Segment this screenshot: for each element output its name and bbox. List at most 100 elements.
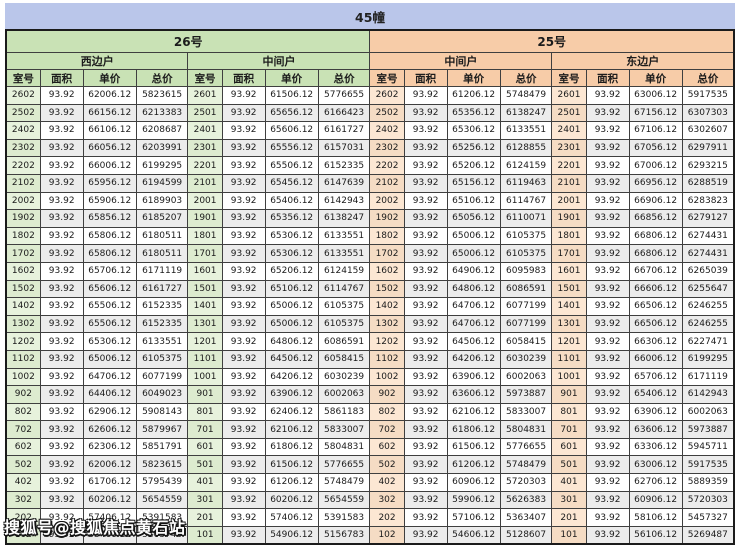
unit-price-cell: 62606.12 <box>82 420 137 439</box>
area-cell: 93.92 <box>403 209 448 228</box>
area-cell: 93.92 <box>221 244 266 263</box>
room-cell: 2101 <box>551 173 587 193</box>
unit-price-cell: 64806.12 <box>446 279 501 299</box>
total-price-cell: 5804831 <box>317 437 371 457</box>
table-row: 802 93.92 62906.12 5908143 801 93.92 62406.12 5… <box>5 402 735 422</box>
room-cell: 1702 <box>369 244 405 263</box>
room-cell: 1402 <box>369 297 405 316</box>
room-cell: 202 <box>369 508 405 527</box>
area-cell: 93.92 <box>39 402 84 422</box>
table-row: 902 93.92 64406.12 6049023 901 93.92 63906.12 6… <box>5 385 735 404</box>
total-price-cell: 5391583 <box>317 508 371 527</box>
table-row: 502 93.92 62006.12 5823615 501 93.92 61506.12 5… <box>5 455 735 475</box>
unit-price-cell: 65656.12 <box>264 103 319 123</box>
unit-price-cell: 54906.12 <box>264 525 319 545</box>
room-cell: 1001 <box>551 367 587 387</box>
unit-price-cell: 64706.12 <box>82 367 137 387</box>
unit-price-cell: 61506.12 <box>446 437 501 457</box>
room-cell: 701 <box>551 420 587 439</box>
room-cell: 1602 <box>369 261 405 281</box>
unit-price-cell: 65356.12 <box>264 209 319 228</box>
unit-price-cell: 61206.12 <box>446 86 501 105</box>
total-price-cell: 6124159 <box>499 156 553 175</box>
unit-price-cell: 66006.12 <box>82 156 137 175</box>
total-price-cell: 6128855 <box>499 138 553 158</box>
unit-price-cell: 65106.12 <box>446 191 501 211</box>
total-price-cell: 6138247 <box>499 103 553 123</box>
room-cell: 102 <box>5 525 41 545</box>
total-price-cell: 6307303 <box>681 103 735 123</box>
room-cell: 1301 <box>187 314 223 334</box>
unit-price-cell: 62106.12 <box>446 402 501 422</box>
unit-price-cell: 63606.12 <box>628 420 683 439</box>
unit-price-cell: 65206.12 <box>264 261 319 281</box>
room-cell: 1001 <box>187 367 223 387</box>
total-price-cell: 5973887 <box>499 385 553 404</box>
room-cell: 2302 <box>369 138 405 158</box>
room-cell: 101 <box>187 525 223 545</box>
total-price-cell: 6227471 <box>681 332 735 351</box>
unit-price-cell: 61506.12 <box>264 86 319 105</box>
unit-price-cell: 60206.12 <box>264 490 319 510</box>
unit-price-cell: 66106.12 <box>82 121 137 140</box>
area-cell: 93.92 <box>403 367 448 387</box>
room-cell: 1202 <box>369 332 405 351</box>
unit-price-cell: 66506.12 <box>628 314 683 334</box>
unit-price-cell: 65506.12 <box>82 314 137 334</box>
unit-price-cell: 61206.12 <box>264 473 319 492</box>
room-cell: 902 <box>369 385 405 404</box>
area-cell: 93.92 <box>585 103 630 123</box>
total-price-cell: 6077199 <box>499 297 553 316</box>
area-cell: 93.92 <box>585 156 630 175</box>
unit-price-cell: 65306.12 <box>264 226 319 246</box>
room-cell: 2301 <box>551 138 587 158</box>
unit-price-cell: 66506.12 <box>628 297 683 316</box>
room-cell: 902 <box>5 385 41 404</box>
column-header: 面积 <box>585 69 630 87</box>
area-cell: 93.92 <box>39 332 84 351</box>
price-table: 26号 25号 西边户 中间户 中间户 东边户 室号 面积 单价 总价 室号 面积 单价 总价… <box>5 29 735 545</box>
area-cell: 93.92 <box>585 490 630 510</box>
room-cell: 1002 <box>369 367 405 387</box>
area-cell: 93.92 <box>585 525 630 545</box>
area-cell: 93.92 <box>403 261 448 281</box>
room-cell: 2101 <box>187 173 223 193</box>
area-cell: 93.92 <box>585 209 630 228</box>
total-price-cell: 5917535 <box>681 86 735 105</box>
room-cell: 901 <box>187 385 223 404</box>
room-cell: 2501 <box>187 103 223 123</box>
area-cell: 93.92 <box>39 191 84 211</box>
area-cell: 93.92 <box>403 349 448 369</box>
room-cell: 2202 <box>5 156 41 175</box>
area-cell: 93.92 <box>39 103 84 123</box>
total-price-cell: 6086591 <box>499 279 553 299</box>
unit-price-cell: 64706.12 <box>446 297 501 316</box>
area-cell: 93.92 <box>403 226 448 246</box>
total-price-cell: 6133551 <box>317 244 371 263</box>
unit-price-cell: 60906.12 <box>446 473 501 492</box>
unit-price-cell: 57406.12 <box>264 508 319 527</box>
room-cell: 1901 <box>187 209 223 228</box>
total-price-cell: 6124159 <box>317 261 371 281</box>
room-cell: 1601 <box>551 261 587 281</box>
area-cell: 93.92 <box>403 508 448 527</box>
area-cell: 93.92 <box>403 121 448 140</box>
unit-price-cell: 66906.12 <box>628 191 683 211</box>
total-price-cell: 6142943 <box>317 191 371 211</box>
column-header: 单价 <box>264 69 319 87</box>
total-price-cell: 5626383 <box>499 490 553 510</box>
column-header: 总价 <box>135 69 189 87</box>
unit-price-cell: 65006.12 <box>446 226 501 246</box>
area-cell: 93.92 <box>403 437 448 457</box>
table-row: 2002 93.92 65906.12 6189903 2001 93.92 65406.1… <box>5 191 735 211</box>
area-cell: 93.92 <box>585 173 630 193</box>
area-cell: 93.92 <box>585 332 630 351</box>
area-cell: 93.92 <box>39 525 84 545</box>
room-cell: 202 <box>5 508 41 527</box>
area-cell: 93.92 <box>221 349 266 369</box>
area-cell: 93.92 <box>403 402 448 422</box>
column-header: 室号 <box>5 69 41 87</box>
unit-price-cell: 65256.12 <box>446 138 501 158</box>
area-cell: 93.92 <box>39 86 84 105</box>
